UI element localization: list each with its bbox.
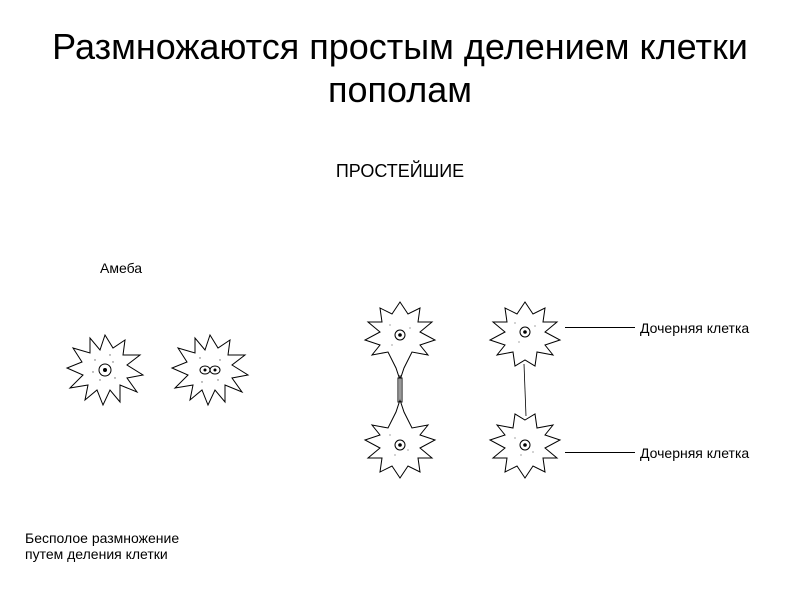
title-text: Размножаются простым делением клетки поп… xyxy=(52,26,748,110)
label-amoeba-text: Амеба xyxy=(100,260,142,276)
label-asexual-line1: Бесполое размножение xyxy=(25,530,179,546)
leader-line-2 xyxy=(565,452,635,453)
label-daughter-2-text: Дочерняя клетка xyxy=(640,445,749,461)
label-amoeba: Амеба xyxy=(100,260,142,276)
label-asexual-line2: путем деления клетки xyxy=(25,546,179,562)
amoeba-separated-pair xyxy=(475,290,575,495)
amoeba-dividing-pair-1 xyxy=(350,290,450,495)
label-daughter-1: Дочерняя клетка xyxy=(640,320,749,336)
subtitle-text: ПРОСТЕЙШИЕ xyxy=(336,161,464,181)
label-daughter-2: Дочерняя клетка xyxy=(640,445,749,461)
label-asexual: Бесполое размножение путем деления клетк… xyxy=(25,530,179,562)
amoeba-parent-1 xyxy=(55,320,155,425)
page-title: Размножаются простым делением клетки поп… xyxy=(0,0,800,111)
label-daughter-1-text: Дочерняя клетка xyxy=(640,320,749,336)
amoeba-parent-2-dividing xyxy=(160,320,260,425)
subtitle: ПРОСТЕЙШИЕ xyxy=(0,161,800,182)
leader-line-1 xyxy=(565,327,635,328)
